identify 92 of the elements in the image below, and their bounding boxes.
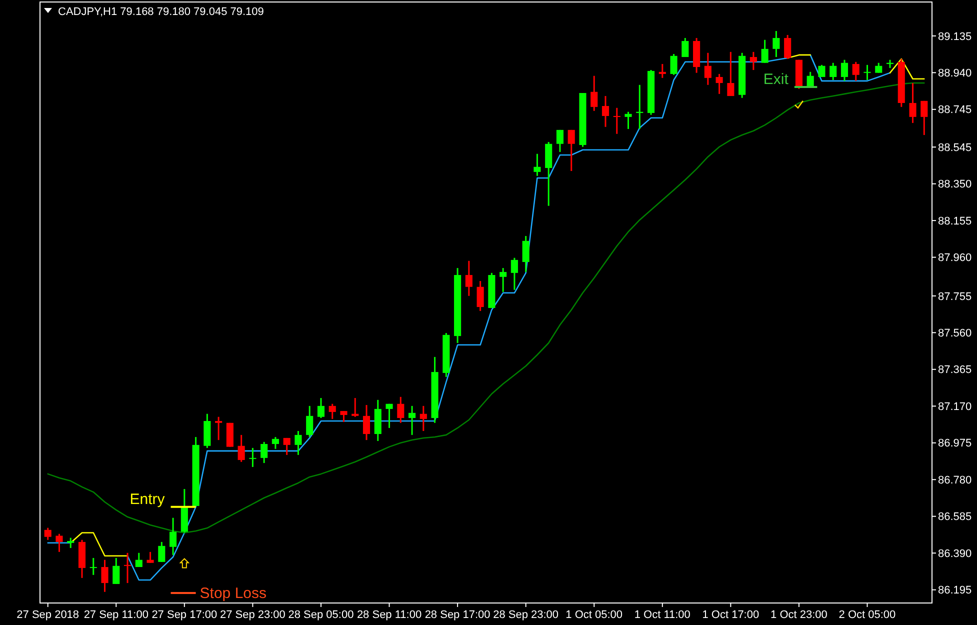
candlestick (340, 410, 348, 423)
candlestick (397, 396, 404, 424)
candlestick (716, 73, 723, 95)
candlestick (408, 405, 416, 436)
candlestick (112, 557, 120, 585)
candlestick (670, 53, 678, 76)
candlestick (215, 416, 222, 441)
candlestick (750, 51, 757, 71)
x-tick-label: 1 Oct 11:00 (634, 609, 690, 621)
candlestick (613, 107, 620, 135)
candlestick (317, 397, 325, 419)
x-tick-label: 2 Oct 05:00 (838, 609, 896, 621)
y-tick-label: 89.135 (938, 30, 972, 43)
y-tick-label: 86.975 (938, 438, 972, 450)
candlestick (875, 62, 882, 74)
annotation: Stop Loss (200, 585, 267, 602)
candlestick (682, 37, 689, 58)
candlestick (500, 267, 507, 293)
candlestick (761, 39, 768, 64)
candlestick (249, 447, 256, 468)
x-tick-label: 27 Sep 11:00 (84, 609, 148, 621)
candlestick (101, 559, 108, 593)
candlestick (226, 422, 234, 448)
x-tick-label: 1 Oct 05:00 (566, 609, 623, 621)
candlestick (852, 61, 860, 82)
candlestick (90, 557, 97, 576)
chart-title: CADJPY,H1 79.168 79.180 79.045 79.109 (58, 6, 264, 18)
y-tick-label: 87.960 (938, 252, 972, 264)
candlestick (658, 63, 666, 79)
y-tick-label: 86.195 (938, 584, 972, 597)
candlestick (556, 129, 564, 153)
y-tick-label: 86.780 (938, 474, 972, 486)
annotation: Entry (130, 490, 166, 508)
candlestick (328, 403, 336, 420)
x-tick-label: 27 Sep 2018 (16, 609, 80, 621)
x-tick-label: 28 Sep 11:00 (356, 609, 422, 621)
candlestick (522, 235, 530, 273)
x-tick-label: 28 Sep 05:00 (288, 609, 354, 621)
candlestick (590, 75, 598, 112)
y-tick-label: 87.365 (938, 364, 972, 376)
y-tick-label: 88.940 (938, 68, 972, 80)
candlestick (124, 552, 132, 584)
candlestick (465, 260, 472, 297)
candlestick (146, 551, 154, 564)
candlestick (727, 51, 734, 97)
candlestick (44, 527, 52, 541)
candlestick (306, 405, 314, 438)
y-tick-label: 88.545 (938, 142, 972, 154)
candlestick (170, 517, 177, 556)
y-tick-label: 86.585 (938, 511, 972, 524)
candlestick (135, 552, 142, 568)
annotation: Exit (763, 70, 790, 88)
candlestick (864, 64, 871, 81)
candlestick (294, 430, 302, 456)
candlestick (56, 533, 63, 553)
y-tick-label: 88.350 (938, 178, 972, 191)
candlestick (840, 59, 848, 82)
candlestick (534, 153, 541, 177)
x-tick-label: 27 Sep 17:00 (152, 609, 218, 621)
candlestick (283, 437, 290, 456)
candlestick (830, 62, 837, 81)
y-tick-label: 88.155 (938, 215, 972, 228)
y-tick-label: 88.745 (938, 104, 972, 116)
candlestick (624, 111, 632, 130)
x-tick-label: 28 Sep 17:00 (424, 609, 490, 621)
candlestick (158, 541, 166, 563)
candlestick (67, 537, 74, 549)
candlestick (818, 64, 826, 78)
candlestick (476, 280, 484, 312)
candlestick (784, 34, 792, 60)
candlestick (420, 405, 427, 432)
x-tick-label: 28 Sep 23:00 (493, 609, 559, 621)
y-tick-label: 87.560 (938, 327, 972, 340)
y-tick-label: 87.755 (938, 290, 972, 303)
candlestick (704, 52, 712, 86)
x-tick-label: 1 Oct 17:00 (702, 609, 760, 621)
y-tick-label: 87.170 (938, 400, 972, 413)
x-tick-label: 1 Oct 23:00 (770, 609, 828, 621)
candlestick (909, 82, 916, 124)
candlestick (362, 404, 370, 441)
x-tick-label: 27 Sep 23:00 (220, 609, 286, 621)
candlestick (386, 403, 393, 429)
candlestick (568, 129, 575, 172)
candlestick (602, 95, 610, 128)
candlestick (772, 30, 780, 58)
candlestick (272, 436, 279, 450)
candlestick (238, 434, 245, 463)
candlestick (260, 441, 268, 464)
candlestick (352, 397, 359, 418)
candlestick (920, 100, 928, 136)
candlestick (510, 257, 518, 291)
y-tick-label: 86.390 (938, 548, 972, 560)
